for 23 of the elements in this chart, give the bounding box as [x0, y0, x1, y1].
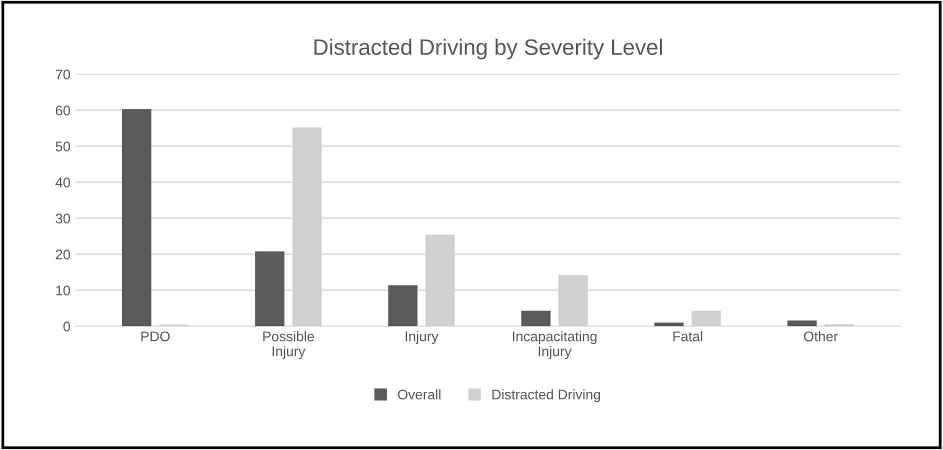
x-tick-label: Other	[804, 331, 838, 342]
y-tick-label: 0	[63, 322, 70, 332]
bar	[388, 285, 418, 326]
x-tick-label: Incapacitating Injury	[512, 331, 597, 360]
y-tick-label: 20	[56, 250, 70, 260]
bar	[787, 320, 817, 326]
bar	[521, 310, 551, 326]
x-tick-label: PDO	[141, 331, 170, 342]
bar	[122, 109, 152, 326]
bar	[255, 251, 284, 326]
y-tick-label: 10	[56, 286, 70, 296]
x-tick-label: Possible Injury	[263, 331, 314, 360]
y-tick-label: 40	[55, 178, 70, 188]
legend-label: Overall	[398, 389, 440, 400]
x-tick-label: Injury	[406, 331, 438, 344]
x-tick-label: Fatal	[673, 331, 702, 342]
y-tick-label: 70	[56, 70, 70, 80]
bar	[654, 322, 684, 326]
legend-label: Distracted Driving	[492, 389, 600, 402]
y-tick-label: 60	[56, 106, 70, 116]
y-tick-label: 30	[56, 214, 70, 224]
chart-title: Distracted Driving by Severity Level	[314, 38, 662, 60]
y-tick-label: 50	[56, 142, 70, 152]
